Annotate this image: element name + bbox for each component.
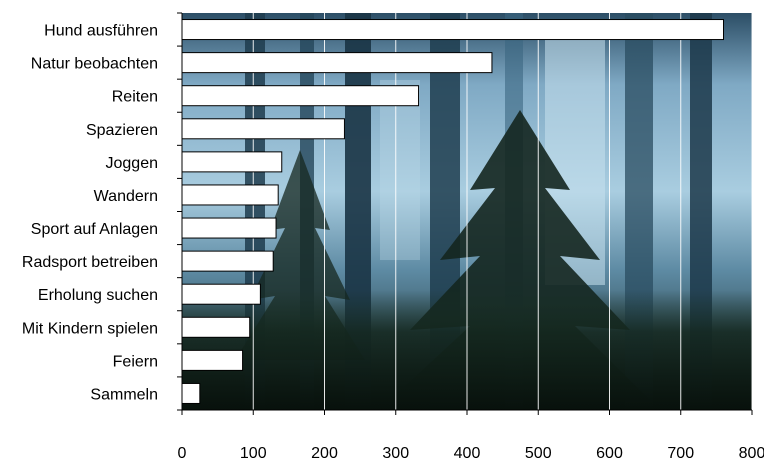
x-tick-label: 800 bbox=[739, 445, 764, 462]
bar bbox=[181, 382, 201, 404]
bar bbox=[181, 184, 279, 206]
x-tick-label: 400 bbox=[454, 445, 481, 462]
bar bbox=[181, 151, 283, 173]
category-label: Reiten bbox=[112, 89, 158, 106]
bar bbox=[181, 316, 251, 338]
category-label: Mit Kindern spielen bbox=[22, 320, 158, 337]
x-tick-labels: 0 100 200 300 400 500 600 700 800 bbox=[178, 445, 764, 462]
category-label: Spazieren bbox=[86, 122, 158, 139]
category-label: Joggen bbox=[106, 155, 159, 172]
x-tick-label: 100 bbox=[240, 445, 267, 462]
bar bbox=[181, 52, 493, 74]
vertical-gridlines bbox=[252, 13, 753, 410]
category-label: Radsport betreiben bbox=[22, 254, 158, 271]
bar bbox=[181, 118, 345, 140]
bar bbox=[181, 349, 244, 371]
bars bbox=[181, 19, 724, 404]
bar bbox=[181, 283, 261, 305]
category-label: Feiern bbox=[113, 353, 158, 370]
x-tick-label: 600 bbox=[596, 445, 623, 462]
bar bbox=[181, 217, 277, 239]
bar bbox=[181, 250, 274, 272]
x-tick-label: 700 bbox=[667, 445, 694, 462]
category-label: Wandern bbox=[94, 188, 158, 205]
category-label: Sport auf Anlagen bbox=[31, 221, 158, 238]
x-tick-label: 300 bbox=[382, 445, 409, 462]
bar bbox=[181, 85, 420, 107]
bar bbox=[181, 19, 724, 41]
category-labels: Hund ausführen Natur beobachten Reiten Spaz… bbox=[22, 23, 158, 404]
x-tick-label: 0 bbox=[178, 445, 187, 462]
category-label: Natur beobachten bbox=[31, 56, 158, 73]
category-label: Sammeln bbox=[90, 386, 158, 403]
x-tick-label: 500 bbox=[525, 445, 552, 462]
category-label: Hund ausführen bbox=[44, 23, 158, 40]
y-axis-ticks bbox=[177, 12, 182, 411]
category-label: Erholung suchen bbox=[38, 287, 158, 304]
x-axis-ticks bbox=[181, 410, 753, 415]
x-tick-label: 200 bbox=[311, 445, 338, 462]
